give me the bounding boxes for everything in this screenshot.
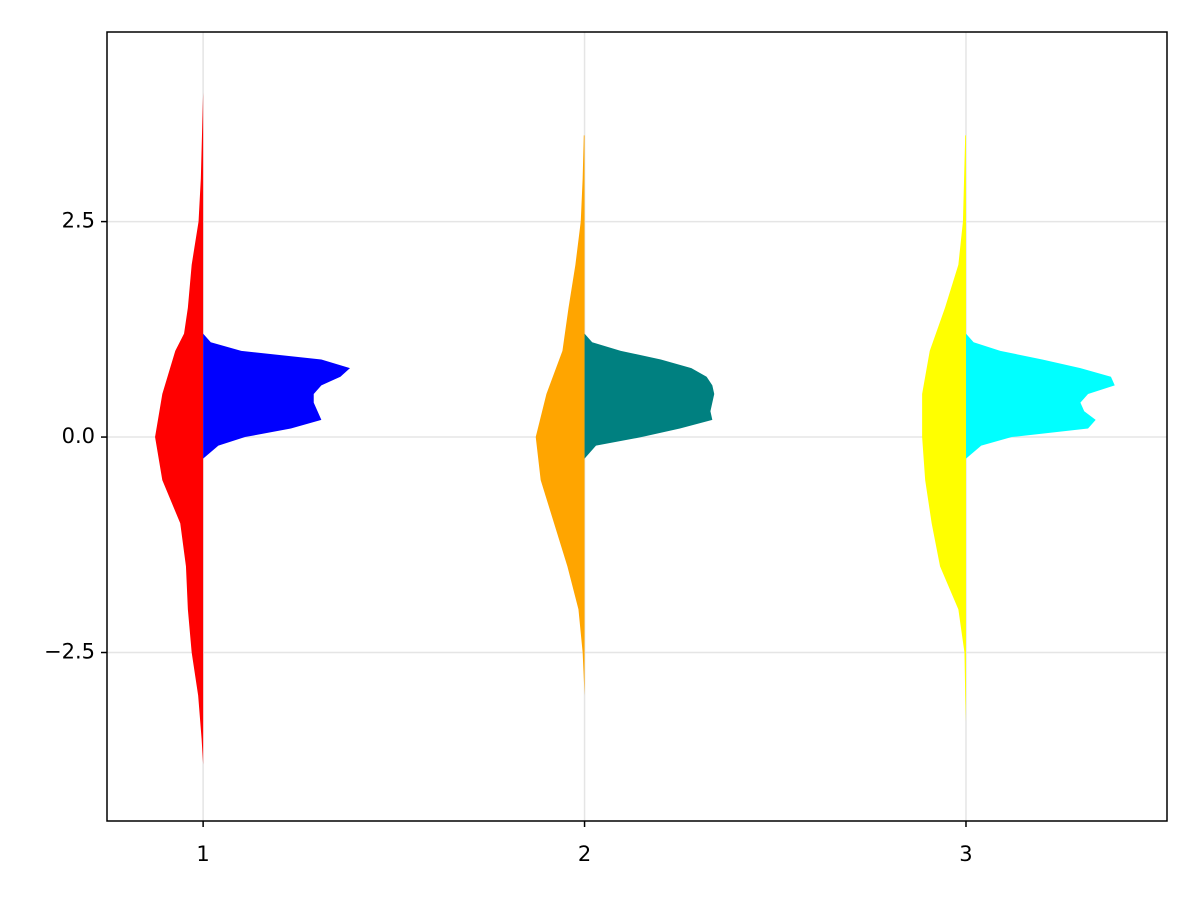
y-tick-label: −2.5 [44,640,95,664]
violin-half [203,333,350,459]
mark-layer [155,92,1115,765]
y-tick-label: 2.5 [62,209,95,233]
label-layer: −2.5 0.0 2.5 1 2 3 [44,209,973,866]
x-tick-label: 2 [578,842,591,866]
violin-half [965,333,1115,459]
y-tick-label: 0.0 [62,424,95,448]
violin-half [155,92,204,765]
x-tick-label: 1 [196,842,209,866]
violin-half [922,135,966,722]
violin-half [535,135,585,696]
plot-frame [106,31,1168,822]
x-tick-label: 3 [959,842,972,866]
violin-half [584,333,715,459]
